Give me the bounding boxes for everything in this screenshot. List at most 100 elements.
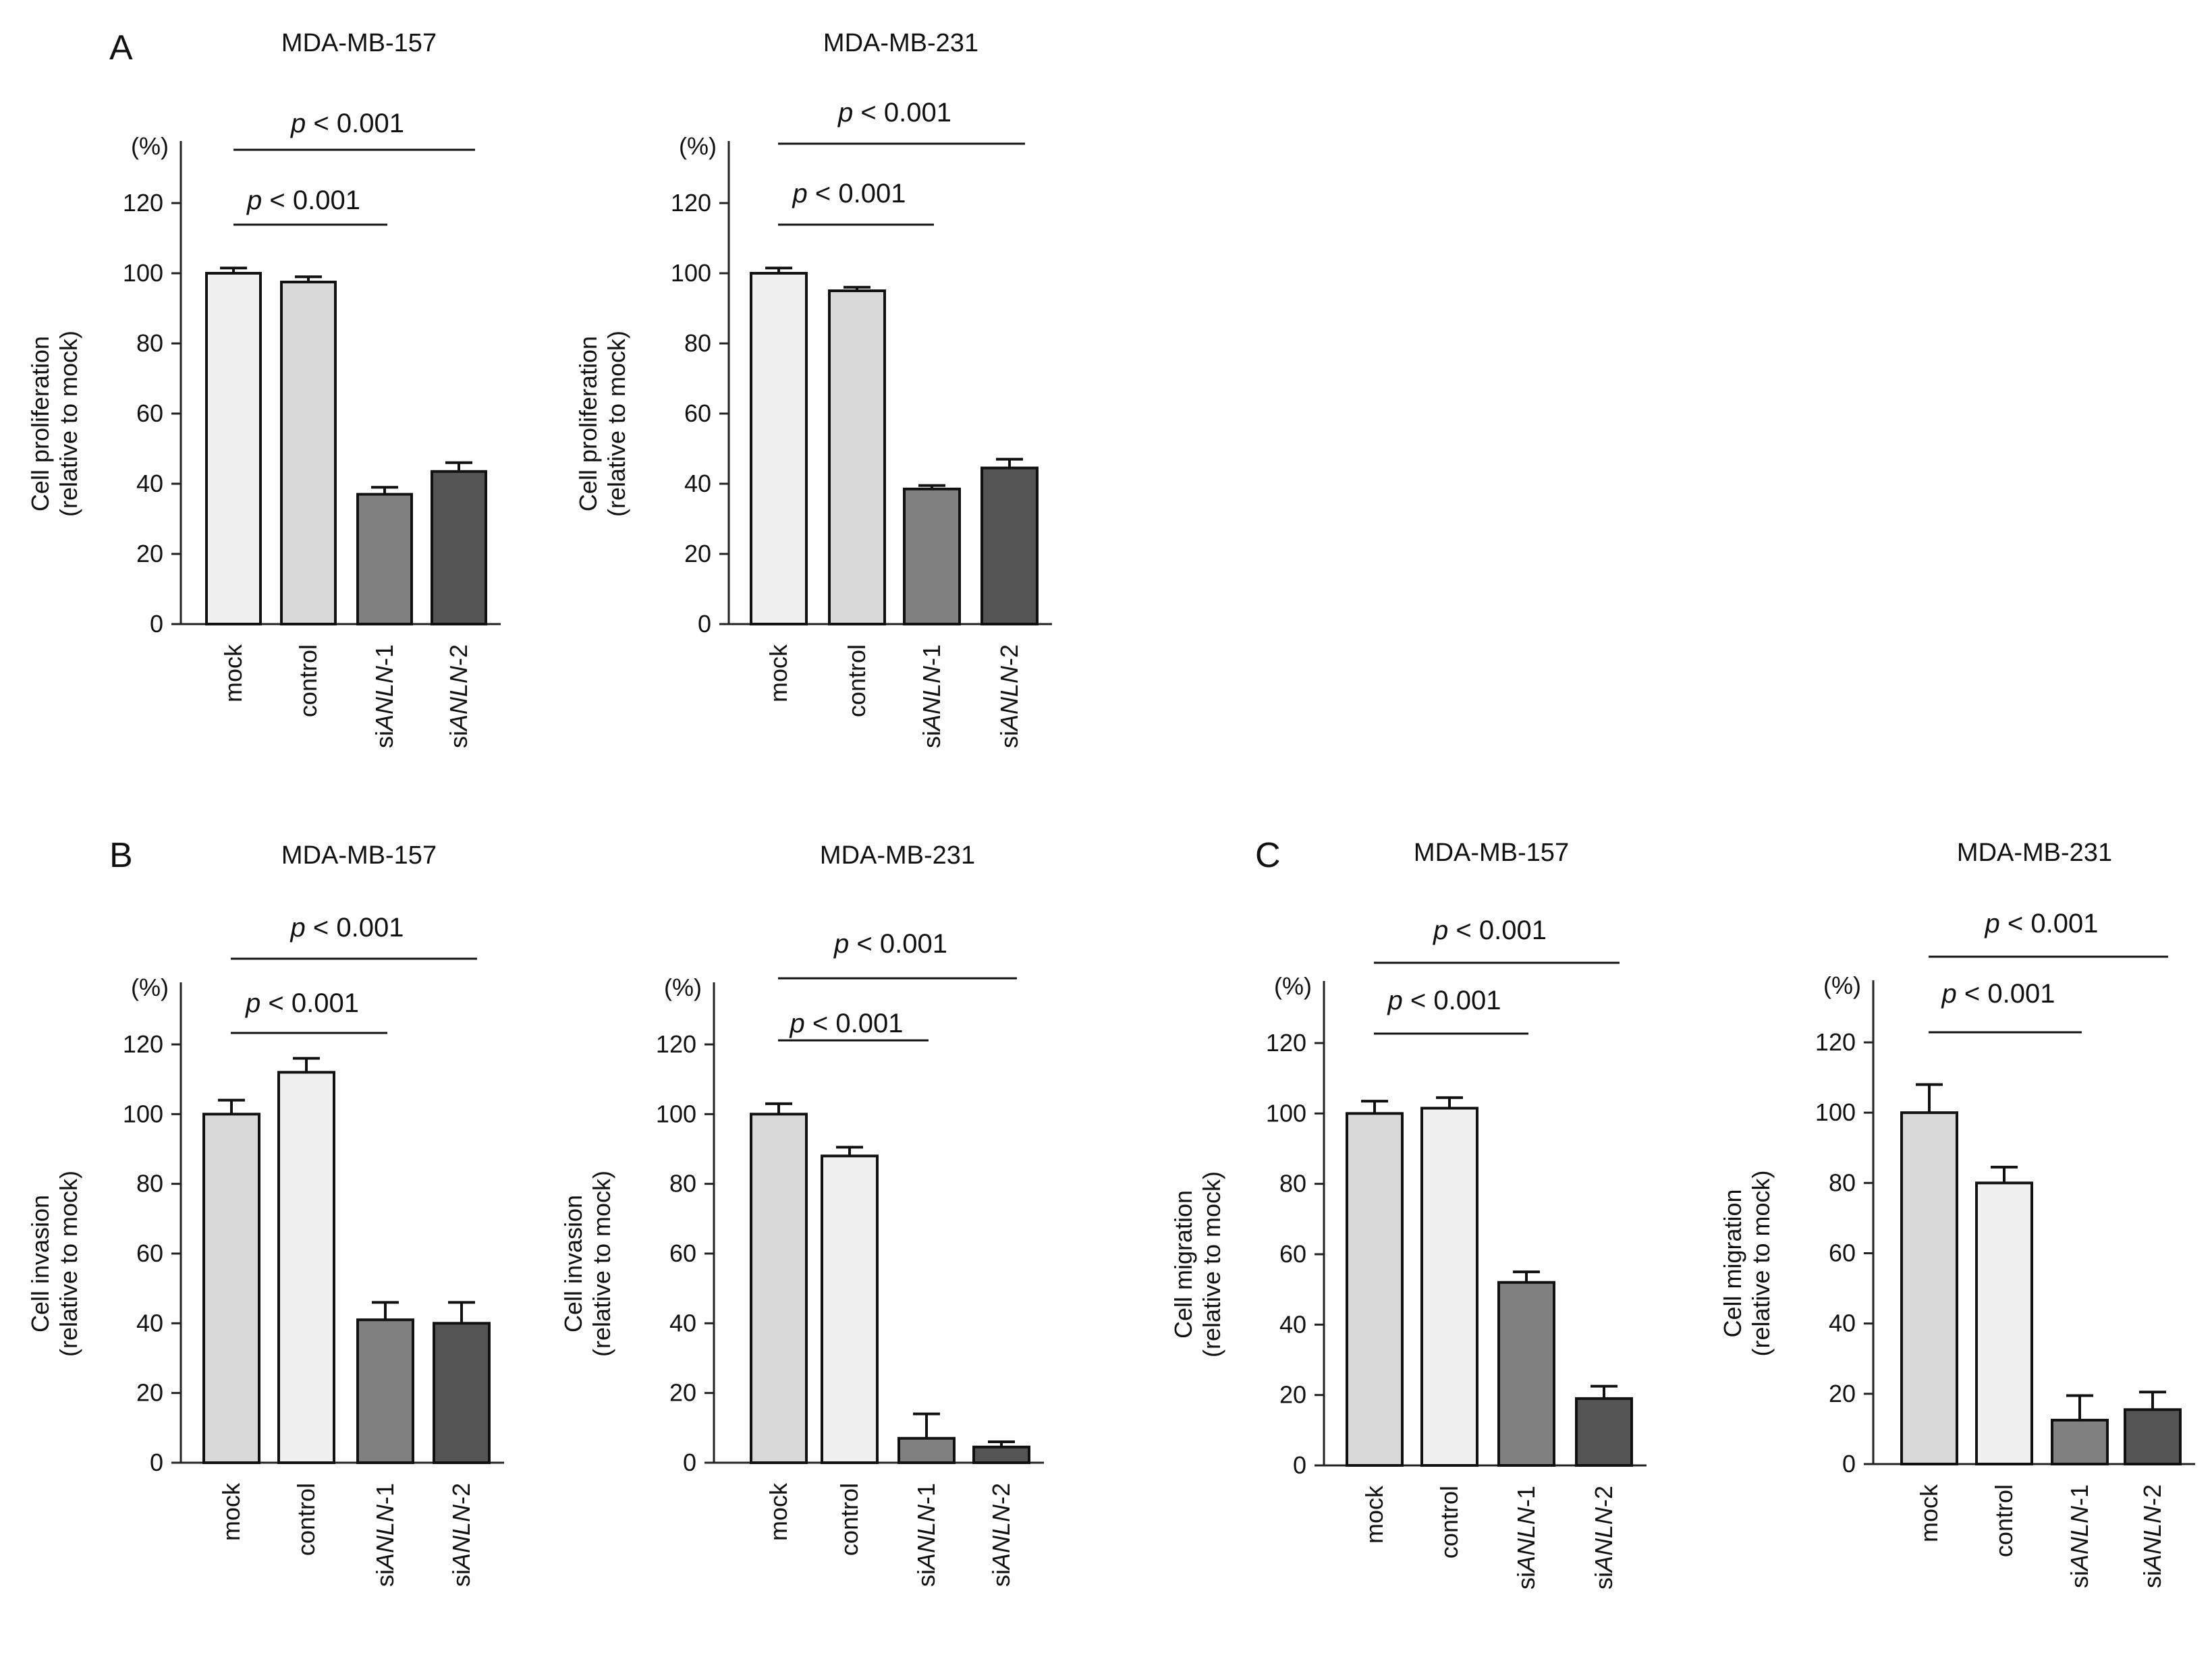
category-gene: ANLN xyxy=(987,1504,1015,1571)
panel-letter-b: B xyxy=(109,836,133,875)
category-suffix: control xyxy=(835,1483,863,1556)
y-tick-label: 120 xyxy=(1266,1029,1306,1057)
category-gene: ANLN xyxy=(2138,1505,2166,1572)
significance-label: p < 0.001 xyxy=(1941,979,2055,1009)
category-suffix: -2 xyxy=(995,644,1023,666)
y-tick-label: 60 xyxy=(669,1239,696,1267)
y-tick-label: 40 xyxy=(136,1309,163,1337)
p-value: < 0.001 xyxy=(306,109,404,138)
p-symbol: p xyxy=(290,913,306,943)
p-symbol: p xyxy=(1387,986,1403,1015)
y-unit-label: (%) xyxy=(664,974,702,1001)
y-tick-label: 120 xyxy=(123,189,163,217)
y-tick-label: 80 xyxy=(1279,1170,1306,1198)
y-tick-label: 60 xyxy=(684,399,711,427)
category-suffix: -1 xyxy=(370,644,398,666)
y-tick-label: 60 xyxy=(136,399,163,427)
category-suffix: control xyxy=(1990,1484,2018,1557)
y-tick-label: 100 xyxy=(1266,1099,1306,1127)
category-label: siANLN-2 xyxy=(447,1483,475,1587)
bar-mock xyxy=(750,1113,808,1465)
category-prefix: si xyxy=(1512,1572,1540,1590)
p-symbol: p xyxy=(246,186,262,215)
y-axis-title-line1: Cell proliferation xyxy=(574,336,602,511)
p-value: < 0.001 xyxy=(849,929,947,959)
chart-6: MDA-MB-231 0 20 40 60 80 100 120 (%) Cell migrati… xyxy=(1719,839,2195,1588)
y-axis-title-line2: (relative to mock) xyxy=(603,331,630,517)
category-label: control xyxy=(292,1483,320,1556)
category-label: siANLN-1 xyxy=(1512,1486,1540,1590)
y-tick-label: 0 xyxy=(1842,1450,1856,1478)
y-tick-label: 0 xyxy=(150,1449,163,1476)
category-suffix: mock xyxy=(219,644,247,702)
bar-sianln-2 xyxy=(980,466,1039,625)
y-tick-label: 20 xyxy=(684,540,711,567)
chart-title: MDA-MB-157 xyxy=(281,841,437,870)
y-tick-label: 0 xyxy=(698,610,711,638)
bar-mock xyxy=(202,1113,260,1465)
chart-title: MDA-MB-157 xyxy=(281,29,437,57)
category-suffix: -1 xyxy=(918,644,945,666)
significance-label: p < 0.001 xyxy=(245,988,359,1018)
category-label: siANLN-2 xyxy=(1590,1486,1617,1590)
bar-sianln-1 xyxy=(356,493,413,625)
y-tick-label: 0 xyxy=(683,1449,696,1476)
y-tick-label: 40 xyxy=(1279,1310,1306,1338)
category-label: siANLN-1 xyxy=(371,1483,399,1587)
y-tick-label: 20 xyxy=(1829,1380,1856,1407)
y-axis-title-line1: Cell invasion xyxy=(26,1195,54,1333)
category-prefix: si xyxy=(995,731,1023,748)
category-label: siANLN-2 xyxy=(987,1483,1015,1587)
category-label: control xyxy=(843,644,870,717)
category-label: mock xyxy=(765,644,792,702)
y-axis-title: Cell proliferation(relative to mock) xyxy=(574,331,630,517)
y-tick-label: 80 xyxy=(136,329,163,357)
bar-control xyxy=(277,1071,335,1465)
category-gene: ANLN xyxy=(1590,1507,1617,1573)
category-prefix: si xyxy=(447,1569,475,1587)
p-symbol: p xyxy=(245,988,260,1018)
y-axis-title-line1: Cell migration xyxy=(1169,1190,1197,1339)
y-tick-label: 80 xyxy=(669,1170,696,1198)
y-tick-label: 100 xyxy=(671,259,711,287)
y-tick-label: 80 xyxy=(136,1170,163,1198)
significance-label: p < 0.001 xyxy=(290,913,404,943)
category-prefix: si xyxy=(371,1569,399,1587)
significance-label: p < 0.001 xyxy=(1433,916,1547,945)
category-suffix: -2 xyxy=(2138,1484,2166,1506)
category-gene: ANLN xyxy=(918,665,945,732)
bar-sianln-2 xyxy=(2124,1408,2182,1465)
category-gene: ANLN xyxy=(912,1504,940,1571)
bar-sianln-1 xyxy=(2051,1418,2109,1465)
bar-sianln-2 xyxy=(1575,1397,1633,1467)
category-prefix: si xyxy=(918,731,945,748)
p-value: < 0.001 xyxy=(2000,909,2099,938)
y-unit-label: (%) xyxy=(1823,972,1861,999)
y-tick-label: 120 xyxy=(123,1030,163,1058)
y-axis-title-line2: (relative to mock) xyxy=(1747,1170,1775,1356)
y-tick-label: 40 xyxy=(136,470,163,497)
p-symbol: p xyxy=(837,98,853,128)
bar-control xyxy=(821,1154,879,1465)
p-value: < 0.001 xyxy=(1957,979,2055,1009)
category-gene: ANLN xyxy=(447,1504,475,1571)
category-prefix: si xyxy=(912,1569,940,1587)
y-axis-title: Cell proliferation(relative to mock) xyxy=(26,331,82,517)
category-label: control xyxy=(1435,1486,1463,1559)
category-suffix: -2 xyxy=(1590,1486,1617,1507)
chart-4: MDA-MB-231 0 20 40 60 80 100 120 (%) Cell invasio… xyxy=(559,841,1044,1587)
y-tick-label: 120 xyxy=(1815,1028,1856,1056)
y-tick-label: 120 xyxy=(671,189,711,217)
category-label: control xyxy=(835,1483,863,1556)
chart-3: B MDA-MB-157 0 20 40 60 80 100 120 (%) Cell invasi… xyxy=(26,836,504,1587)
category-suffix: -2 xyxy=(987,1483,1015,1505)
category-label: mock xyxy=(1915,1484,1943,1542)
bar-control xyxy=(1975,1181,2033,1466)
y-tick-label: 100 xyxy=(1815,1098,1856,1126)
panel-letter-a: A xyxy=(109,28,133,67)
category-label: siANLN-1 xyxy=(912,1483,940,1587)
category-prefix: si xyxy=(1590,1572,1617,1590)
y-tick-label: 100 xyxy=(656,1100,696,1127)
bar-sianln-1 xyxy=(903,487,961,625)
